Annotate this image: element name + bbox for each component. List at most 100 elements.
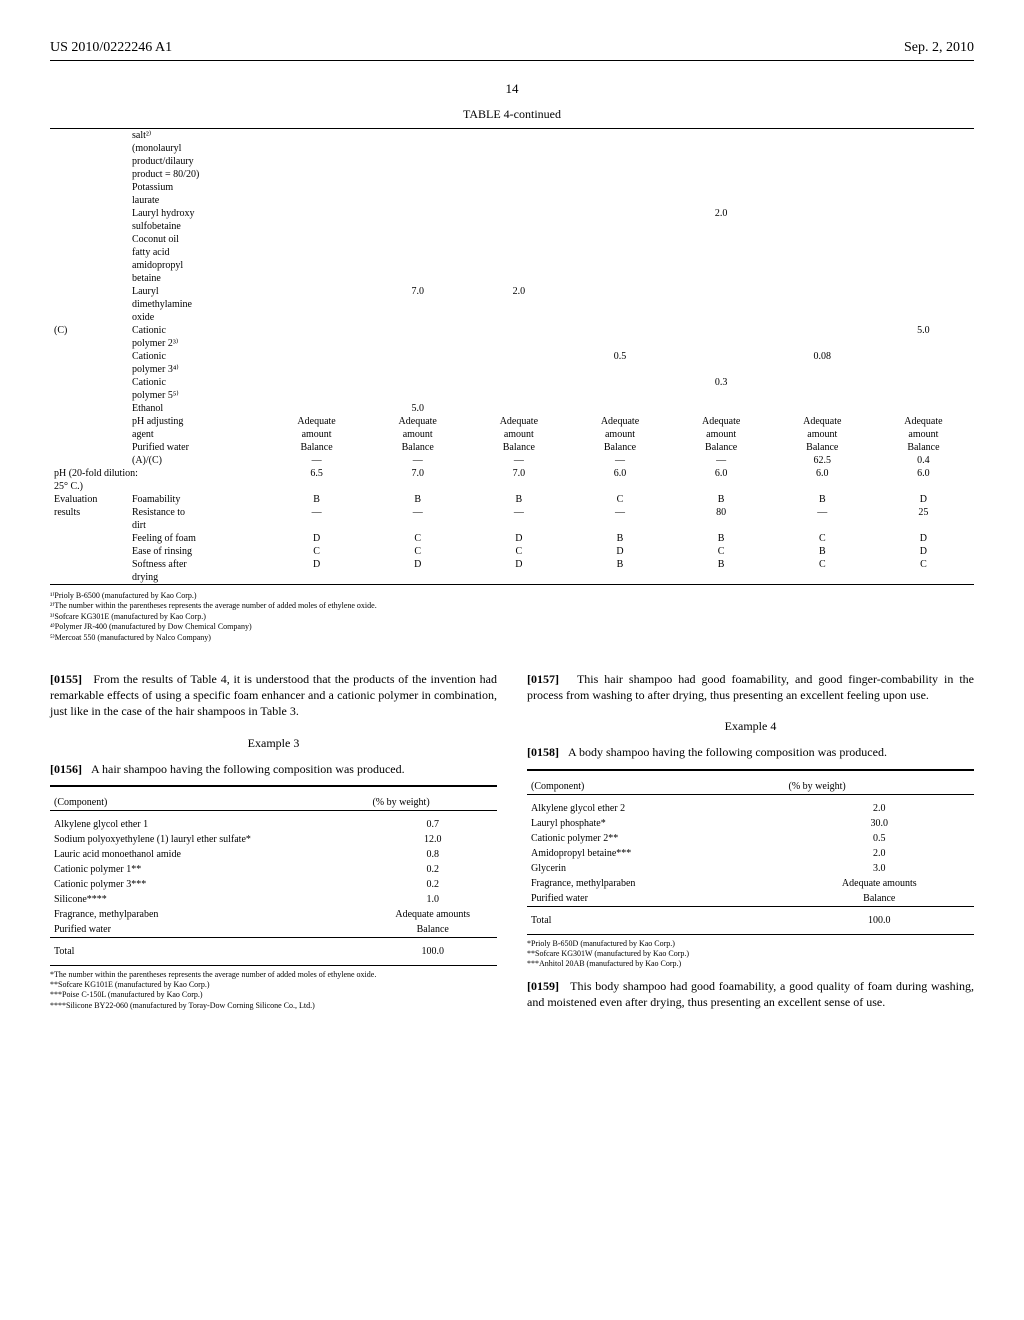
table-row: polymer 2³⁾ xyxy=(50,337,974,350)
cell-value xyxy=(468,259,569,272)
para-num: [0156] xyxy=(50,762,82,776)
cell-value: D xyxy=(873,545,974,558)
row-label: agent xyxy=(128,428,266,441)
component-value: Balance xyxy=(785,891,974,907)
table-row: Lauric acid monoethanol amide0.8 xyxy=(50,847,497,862)
component-name: Fragrance, methylparaben xyxy=(50,907,368,922)
row-group xyxy=(50,376,128,389)
page-header: US 2010/0222246 A1 Sep. 2, 2010 xyxy=(50,40,974,61)
cell-value xyxy=(266,233,367,246)
cell-value: 5.0 xyxy=(367,402,468,415)
table-row: Ease of rinsingCCCDCBD xyxy=(50,545,974,558)
cell-value xyxy=(671,519,772,532)
footnote-line: ⁴⁾Polymer JR-400 (manufactured by Dow Ch… xyxy=(50,622,974,632)
component-value: 0.2 xyxy=(368,862,497,877)
component-name: Lauryl phosphate* xyxy=(527,816,785,831)
cell-value xyxy=(671,480,772,493)
cell-value: 0.08 xyxy=(772,350,873,363)
cell-value: B xyxy=(367,493,468,506)
cell-value: C xyxy=(266,545,367,558)
component-name: Amidopropyl betaine*** xyxy=(527,846,785,861)
cell-value xyxy=(266,246,367,259)
cell-value xyxy=(266,389,367,402)
footnote-line: *Prioly B-650D (manufactured by Kao Corp… xyxy=(527,939,974,949)
cell-value: B xyxy=(772,545,873,558)
cell-value: Adequate xyxy=(367,415,468,428)
cell-value: 6.0 xyxy=(671,467,772,480)
component-value: 0.8 xyxy=(368,847,497,862)
cell-value: — xyxy=(367,506,468,519)
cell-value xyxy=(671,571,772,585)
right-column: [0157] This hair shampoo had good foamab… xyxy=(527,663,974,1018)
cell-value xyxy=(873,285,974,298)
cell-value xyxy=(468,480,569,493)
cell-value xyxy=(671,337,772,350)
row-label: oxide xyxy=(128,311,266,324)
cell-value xyxy=(873,259,974,272)
row-group xyxy=(50,194,128,207)
cell-value: B xyxy=(569,532,670,545)
cell-value xyxy=(671,324,772,337)
table-row: Cationic polymer 3***0.2 xyxy=(50,877,497,892)
row-group xyxy=(50,415,128,428)
cell-value: 0.3 xyxy=(671,376,772,389)
table-row: Alkylene glycol ether 22.0 xyxy=(527,801,974,816)
row-group xyxy=(50,259,128,272)
cell-value xyxy=(873,246,974,259)
cell-value xyxy=(772,324,873,337)
cell-value xyxy=(569,337,670,350)
component-name: Cationic polymer 3*** xyxy=(50,877,368,892)
cell-value xyxy=(671,259,772,272)
row-group xyxy=(50,129,128,143)
cell-value xyxy=(367,376,468,389)
cell-value xyxy=(266,207,367,220)
cell-value xyxy=(772,259,873,272)
para-num: [0155] xyxy=(50,672,82,686)
row-label: Foamability xyxy=(128,493,266,506)
cell-value: D xyxy=(266,558,367,571)
row-label: laurate xyxy=(128,194,266,207)
table-row: Purified waterBalanceBalanceBalanceBalan… xyxy=(50,441,974,454)
cell-value xyxy=(569,376,670,389)
component-name: Fragrance, methylparaben xyxy=(527,876,785,891)
cell-value xyxy=(671,298,772,311)
cell-value xyxy=(569,363,670,376)
cell-value xyxy=(367,272,468,285)
cell-value xyxy=(367,337,468,350)
table-row: pH (20-fold dilution:6.57.07.06.06.06.06… xyxy=(50,467,974,480)
row-label: Cationic xyxy=(128,376,266,389)
table-row: salt²⁾ xyxy=(50,129,974,143)
component-value: 1.0 xyxy=(368,892,497,907)
cell-value xyxy=(367,480,468,493)
row-label: Potassium xyxy=(128,181,266,194)
total-label: Total xyxy=(527,913,785,928)
para-text: A body shampoo having the following comp… xyxy=(568,745,887,759)
row-group xyxy=(50,337,128,350)
cell-value xyxy=(569,220,670,233)
row-label: pH adjusting xyxy=(128,415,266,428)
table-row: Sodium polyoxyethylene (1) lauryl ether … xyxy=(50,832,497,847)
cell-value xyxy=(772,207,873,220)
cell-value xyxy=(873,168,974,181)
cell-value xyxy=(569,233,670,246)
cell-value: C xyxy=(772,558,873,571)
row-group xyxy=(50,233,128,246)
cell-value xyxy=(772,571,873,585)
cell-value: C xyxy=(671,545,772,558)
cell-value xyxy=(772,194,873,207)
table-row: polymer 3⁴⁾ xyxy=(50,363,974,376)
cell-value: D xyxy=(266,532,367,545)
cell-value xyxy=(468,350,569,363)
example3-title: Example 3 xyxy=(50,736,497,751)
cell-value xyxy=(266,298,367,311)
cell-value xyxy=(367,259,468,272)
cell-value: 7.0 xyxy=(367,285,468,298)
cell-value: B xyxy=(671,558,772,571)
cell-value: Adequate xyxy=(671,415,772,428)
cell-value xyxy=(266,402,367,415)
row-group xyxy=(50,311,128,324)
cell-value xyxy=(772,272,873,285)
table-row: agentamountamountamountamountamountamoun… xyxy=(50,428,974,441)
cell-value xyxy=(873,402,974,415)
total-label: Total xyxy=(50,944,368,959)
